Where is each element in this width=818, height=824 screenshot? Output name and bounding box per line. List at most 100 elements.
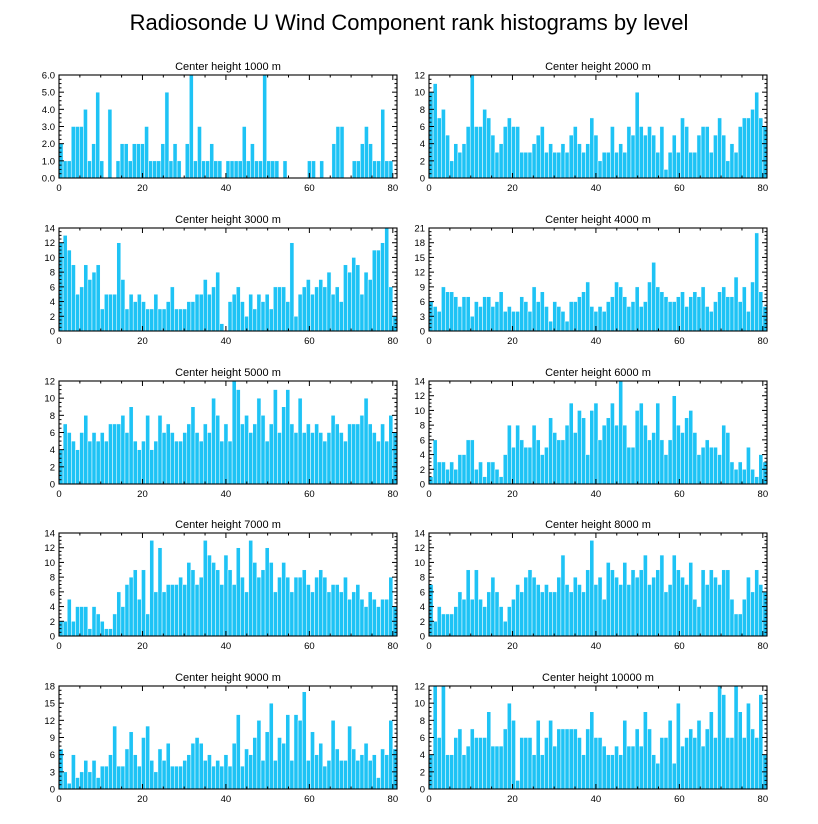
histogram-bar [746,311,751,332]
histogram-bar [692,737,698,790]
histogram-bar [172,143,178,179]
histogram-bar [293,576,299,637]
histogram-bar [746,117,751,179]
histogram-bar [457,728,463,790]
histogram-bar [676,296,681,332]
histogram-bar [83,264,89,332]
histogram-bar [482,109,487,179]
y-tick-label: 4.0 [42,105,55,116]
x-tick-label: 80 [758,641,769,652]
histogram-bar [87,440,93,485]
histogram-bar [119,143,125,179]
histogram-bar [174,308,179,332]
histogram-bar [469,728,475,790]
histogram-bar [729,737,735,790]
histogram-bar [684,306,689,332]
histogram-bar [215,271,221,332]
histogram-bar [359,598,365,637]
histogram-bar [359,415,365,485]
histogram-bar [502,728,508,790]
histogram-bar [577,410,582,485]
histogram-bar [137,765,142,790]
histogram-bar [540,591,545,637]
histogram-bar [225,160,231,179]
histogram-bar [161,432,167,485]
histogram-bar [750,281,755,332]
histogram-bar [540,754,545,790]
y-tick-label: 8 [50,573,55,584]
histogram-bar [116,242,122,332]
histogram-bar [297,576,303,637]
histogram-bar [676,569,681,637]
histogram-panel: Center height 8000 m 0 2 4 6 8 10 12 14 0 20 40 60 80 [414,519,768,652]
histogram-bar [544,306,549,332]
histogram-bar [339,432,344,485]
histogram-bar [189,74,194,179]
histogram-bar [577,143,582,179]
histogram-bar [124,308,130,332]
histogram-bar [211,286,216,332]
histogram-bar [198,742,204,790]
histogram-bar [593,134,599,179]
histogram-bar [367,760,373,790]
histogram-bar [696,296,702,332]
histogram-bar [502,621,508,637]
histogram-bar [449,291,454,332]
y-tick-label: 6 [420,587,425,598]
histogram-bar [268,562,274,637]
histogram-bar [277,737,282,790]
histogram-bar [605,562,611,637]
histogram-bar [141,737,146,790]
histogram-panel: Center height 3000 m 0 2 4 6 8 10 12 14 0 20 40 60 80 [44,214,398,347]
histogram-bar [498,291,504,332]
histogram-bar [75,606,80,637]
histogram-bar [248,293,253,332]
histogram-bar [355,423,361,485]
histogram-bar [372,598,377,637]
histogram-bar [601,311,607,332]
histogram-bar [314,754,319,790]
histogram-bar [193,160,198,179]
histogram-bar [618,286,623,332]
histogram-bar [684,737,689,790]
histogram-bar [71,440,76,485]
histogram-bar [494,591,500,637]
y-tick-label: 8 [420,573,425,584]
histogram-bar [318,432,324,485]
y-tick-label: 14 [414,377,425,388]
histogram-bar [614,745,619,790]
histogram-bar [622,424,628,485]
histogram-panel: Center height 10000 m 0 2 4 6 8 10 12 0 20 40 60 80 [414,672,768,805]
histogram-bar [560,439,566,485]
histogram-bar [754,91,760,179]
histogram-bar [322,286,328,332]
histogram-bar [634,410,640,485]
histogram-panel: Center height 5000 m 0 2 4 6 8 10 12 0 20 40 60 80 [44,367,398,500]
histogram-bar [99,308,105,332]
histogram-bar [461,454,467,485]
histogram-bar [449,754,454,790]
histogram-bar [729,296,735,332]
x-tick-label: 80 [758,183,769,194]
histogram-bar [281,286,286,332]
histogram-bar [490,306,496,332]
histogram-bar [207,754,212,790]
histogram-bar [293,714,299,790]
histogram-bar [310,293,315,332]
histogram-bar [465,439,471,485]
histogram-bar [285,301,291,332]
y-tick-label: 2.0 [42,139,55,150]
histogram-bar [568,301,574,332]
histogram-bar [527,152,533,179]
histogram-bar [107,109,113,179]
histogram-bar [469,74,475,179]
y-tick-label: 14 [44,224,55,235]
histogram-bar [531,754,537,790]
histogram-bar [515,780,520,790]
histogram-bar [713,301,718,332]
histogram-bar [194,737,200,790]
histogram-bar [322,765,328,790]
histogram-bar [651,754,656,790]
x-tick-label: 60 [674,489,685,500]
histogram-bar [256,720,262,790]
